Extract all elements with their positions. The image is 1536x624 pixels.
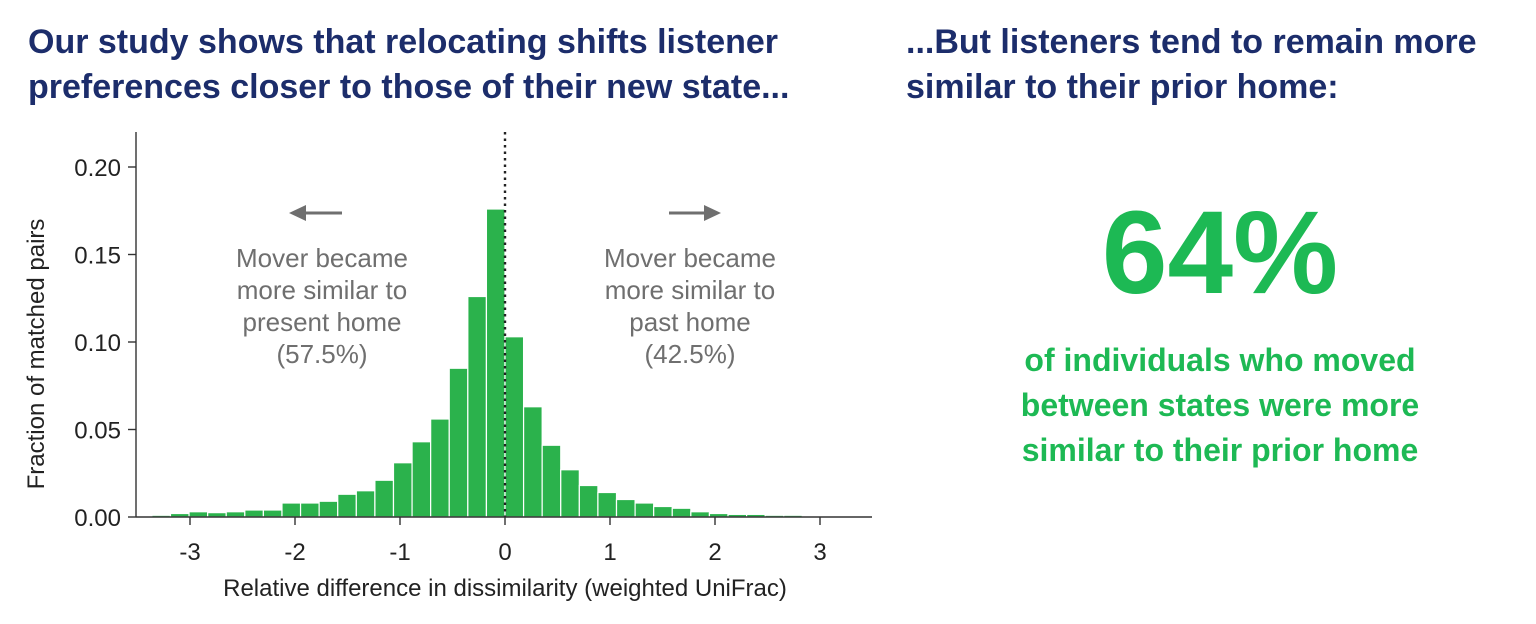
right-headline: ...But listeners tend to remain more sim… bbox=[906, 20, 1526, 110]
x-tick-label: 0 bbox=[498, 539, 511, 566]
histogram-bar bbox=[281, 502, 302, 518]
x-tick-label: 2 bbox=[708, 539, 721, 566]
stat-caption: of individuals who moved between states … bbox=[960, 338, 1480, 473]
y-tick-label: 0.00 bbox=[74, 505, 121, 532]
histogram-bar bbox=[225, 511, 246, 518]
histogram-bar bbox=[374, 479, 395, 518]
histogram-bar bbox=[430, 418, 450, 518]
histogram-bar bbox=[467, 295, 488, 518]
histogram-bar bbox=[411, 441, 432, 518]
x-tick-label: -1 bbox=[389, 539, 410, 566]
histogram-bar bbox=[337, 493, 357, 518]
y-tick-label: 0.10 bbox=[74, 330, 121, 357]
histogram-bar bbox=[392, 462, 413, 518]
right-headline-line-2: similar to their prior home: bbox=[906, 68, 1339, 106]
histogram-bar bbox=[448, 367, 469, 518]
histogram-bar bbox=[578, 484, 599, 518]
y-axis-title: Fraction of matched pairs bbox=[23, 219, 50, 490]
histogram-bar bbox=[188, 511, 209, 518]
x-ticks: -3 -2 -1 0 1 2 3 bbox=[179, 517, 827, 566]
x-tick-label: -2 bbox=[284, 539, 305, 566]
histogram-bar bbox=[299, 502, 320, 518]
x-tick-label: 1 bbox=[603, 539, 616, 566]
left-headline-line-1: Our study shows that relocating shifts l… bbox=[28, 23, 779, 61]
right-headline-line-1: ...But listeners tend to remain more bbox=[906, 23, 1477, 61]
y-tick-label: 0.20 bbox=[74, 155, 121, 182]
left-headline: Our study shows that relocating shifts l… bbox=[28, 20, 888, 110]
left-annotation-line-4: (57.5%) bbox=[276, 339, 367, 369]
right-annotation: Mover became more similar to past home (… bbox=[604, 205, 776, 369]
stat-caption-line-3: similar to their prior home bbox=[1021, 432, 1419, 468]
right-annotation-line-3: past home bbox=[629, 307, 750, 337]
stat-percentage: 64% bbox=[1101, 187, 1339, 319]
histogram-bar bbox=[560, 469, 580, 518]
left-annotation-line-1: Mover became bbox=[236, 243, 408, 273]
histogram-bar bbox=[597, 491, 618, 518]
y-tick-label: 0.05 bbox=[74, 418, 121, 445]
histogram-bar bbox=[522, 406, 543, 518]
stat-caption-line-1: of individuals who moved bbox=[1024, 342, 1416, 378]
histogram-bar bbox=[671, 507, 692, 518]
histogram-bar bbox=[262, 509, 283, 518]
stat-caption-line-2: between states were more bbox=[1020, 387, 1420, 423]
left-annotation-line-2: more similar to bbox=[237, 275, 407, 305]
y-tick-label: 0.15 bbox=[74, 243, 121, 270]
left-annotation-line-3: present home bbox=[243, 307, 402, 337]
x-tick-label: -3 bbox=[179, 539, 200, 566]
x-axis-title: Relative difference in dissimilarity (we… bbox=[223, 575, 787, 602]
histogram-bar bbox=[244, 509, 264, 518]
histogram-bar bbox=[504, 336, 525, 518]
right-arrow-icon bbox=[704, 205, 721, 221]
histogram-bar bbox=[615, 498, 636, 518]
histogram-bar bbox=[318, 500, 339, 518]
histogram-bar bbox=[653, 505, 673, 518]
left-annotation: Mover became more similar to present hom… bbox=[236, 205, 408, 369]
histogram-bar bbox=[485, 208, 506, 518]
y-ticks: 0.00 0.05 0.10 0.15 0.20 bbox=[74, 155, 136, 532]
x-tick-label: 3 bbox=[813, 539, 826, 566]
left-headline-line-2: preferences closer to those of their new… bbox=[28, 68, 790, 106]
left-arrow-icon bbox=[289, 205, 306, 221]
histogram-bar bbox=[690, 511, 711, 518]
right-annotation-line-2: more similar to bbox=[605, 275, 775, 305]
histogram-bar bbox=[541, 444, 562, 518]
bars-layer bbox=[151, 208, 822, 518]
right-annotation-line-1: Mover became bbox=[604, 243, 776, 273]
histogram-bar bbox=[355, 490, 376, 518]
right-annotation-line-4: (42.5%) bbox=[644, 339, 735, 369]
histogram-bar bbox=[634, 502, 655, 518]
histogram-chart: -3 -2 -1 0 1 2 3 0.00 0.05 0.10 0.15 0.20 Relative… bbox=[23, 132, 872, 602]
